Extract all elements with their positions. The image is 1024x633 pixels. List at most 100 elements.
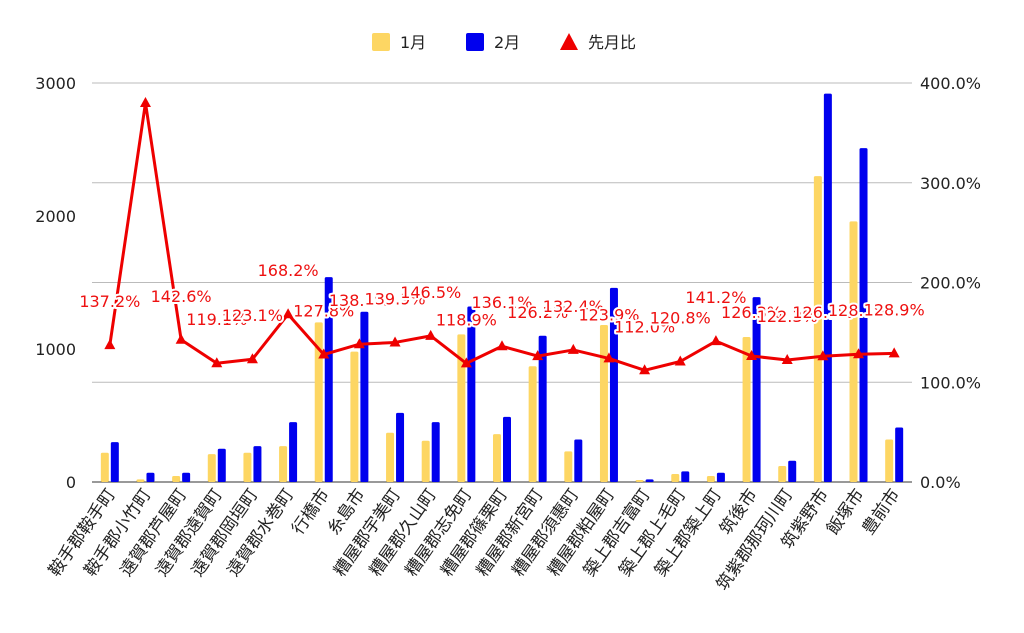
bar-1月 <box>350 351 359 482</box>
bar-2月 <box>324 277 333 482</box>
legend-swatch <box>560 33 578 50</box>
ratio-point <box>603 352 615 363</box>
ratio-point <box>817 350 829 361</box>
ratio-data-label-halo: 123.9% <box>578 305 639 324</box>
bar-2月 <box>467 306 476 482</box>
bar-1月 <box>243 452 252 482</box>
bar-1月 <box>635 480 644 482</box>
ratio-data-label-text: 127.8% <box>293 302 354 321</box>
ratio-data-label-text: 126.1% <box>792 303 853 322</box>
bar-1月 <box>314 322 323 482</box>
bar-1月 <box>279 446 288 482</box>
ratio-point <box>175 333 187 344</box>
ratio-data-label-halo: 168.2% <box>258 261 319 280</box>
bar-2月 <box>574 439 583 482</box>
ratio-data-label-halo: 119.1% <box>186 310 247 329</box>
bar-1月 <box>386 432 395 482</box>
ratio-data-label-halo: 112.0% <box>614 317 675 336</box>
ratio-data-label: 123.9%123.9% <box>576 303 641 326</box>
ratio-data-label-halo: 126.2% <box>507 303 568 322</box>
ratio-line <box>104 96 900 375</box>
ratio-data-label-halo: 141.2% <box>685 288 746 307</box>
ratio-data-label-text: 120.8% <box>650 309 711 328</box>
ratio-data-label-text: 128.1% <box>828 301 889 320</box>
ratio-point <box>781 354 793 365</box>
ratio-series-line <box>108 101 895 372</box>
right-axis: 0.0% 100.0% 200.0% 300.0% 400.0% <box>920 74 981 492</box>
ratio-data-label: 119.1%119.1% <box>184 308 249 331</box>
ratio-data-label-text: 136.1% <box>471 293 532 312</box>
bar-2月 <box>253 446 262 482</box>
bar-1月 <box>706 476 715 482</box>
ratio-data-label-text: 137.2% <box>79 292 140 311</box>
legend-label: 2月 <box>494 33 520 52</box>
bar-2月 <box>146 472 155 482</box>
bar-2月 <box>182 472 191 482</box>
category-label: 豊前市 <box>859 485 905 538</box>
bar-1月 <box>742 337 751 482</box>
ratio-point <box>460 357 472 368</box>
ratio-data-label: 136.1%136.1% <box>469 291 534 314</box>
ratio-data-label: 137.2%137.2% <box>77 290 142 313</box>
ratio-data-label-halo: 132.4% <box>543 297 604 316</box>
bar-2月 <box>716 472 725 482</box>
left-tick-label: 0 <box>66 473 76 492</box>
ratio-point <box>104 339 116 350</box>
ratio-data-label-halo: 123.1% <box>222 306 283 325</box>
bar-2月 <box>110 442 119 482</box>
ratio-data-label-halo: 120.8% <box>650 309 711 328</box>
x-axis: 鞍手郡鞍手町鞍手郡小竹町遠賀郡芦屋町遠賀郡遠賀町遠賀郡岡垣町遠賀郡水巻町行橋市糸… <box>45 485 904 594</box>
ratio-data-label-halo: 137.2% <box>79 292 140 311</box>
bar-2月 <box>859 148 868 483</box>
legend-label: 先月比 <box>588 33 636 52</box>
left-tick-label: 3000 <box>35 74 76 93</box>
ratio-data-label-text: 141.2% <box>685 288 746 307</box>
ratio-data-label-halo: 128.9% <box>864 300 925 319</box>
ratio-point <box>246 353 258 364</box>
ratio-data-label-halo: 127.8% <box>293 302 354 321</box>
ratio-point <box>746 350 758 361</box>
ratio-data-label: 168.2%168.2% <box>256 259 321 282</box>
ratio-data-label: 139.9%139.9% <box>363 287 428 310</box>
bar-2月 <box>217 448 226 482</box>
ratio-data-label: 127.8%127.8% <box>291 300 356 323</box>
ratio-data-label: 123.1%123.1% <box>220 304 285 327</box>
bar-2月 <box>681 471 690 482</box>
ratio-data-label-halo: 128.1% <box>828 301 889 320</box>
right-tick-label: 300.0% <box>920 174 981 193</box>
right-tick-label: 0.0% <box>920 473 961 492</box>
bar-1月 <box>100 452 109 482</box>
ratio-data-label: 126.3%126.3% <box>719 301 784 324</box>
ratio-point <box>139 96 151 107</box>
ratio-data-label-halo: 122.3% <box>757 307 818 326</box>
bar-2月 <box>609 287 618 482</box>
ratio-data-label-text: 146.5% <box>400 283 461 302</box>
bar-1月 <box>457 334 466 482</box>
bar-1月 <box>813 176 822 482</box>
ratio-data-label-halo: 126.3% <box>721 303 782 322</box>
bar-2月 <box>788 460 797 482</box>
ratio-data-label: 141.2%141.2% <box>683 286 748 309</box>
bar-1月 <box>778 466 787 482</box>
ratio-data-label: 128.9%128.9% <box>862 298 927 321</box>
left-tick-label: 2000 <box>35 207 76 226</box>
ratio-data-label: 112.0%112.0% <box>612 315 677 338</box>
legend-swatch <box>372 33 390 51</box>
category-label: 飯塚市 <box>823 485 869 538</box>
bar-2月 <box>360 311 369 482</box>
ratio-data-label-text: 126.3% <box>721 303 782 322</box>
ratio-data-label-text: 168.2% <box>258 261 319 280</box>
bar-2月 <box>538 335 547 482</box>
ratio-point <box>211 357 223 368</box>
bar-2月 <box>289 422 298 482</box>
legend: 1月 2月 先月比 <box>372 33 636 52</box>
ratio-data-label: 122.3%122.3% <box>755 305 820 328</box>
bar-1月 <box>885 439 894 482</box>
bar-2月 <box>503 416 511 482</box>
ratio-data-label-halo: 146.5% <box>400 283 461 302</box>
ratio-point <box>353 338 365 349</box>
ratio-data-label-halo: 118.9% <box>436 310 497 329</box>
bar-1月 <box>599 325 608 482</box>
ratio-data-label-halo: 139.9% <box>365 289 426 308</box>
